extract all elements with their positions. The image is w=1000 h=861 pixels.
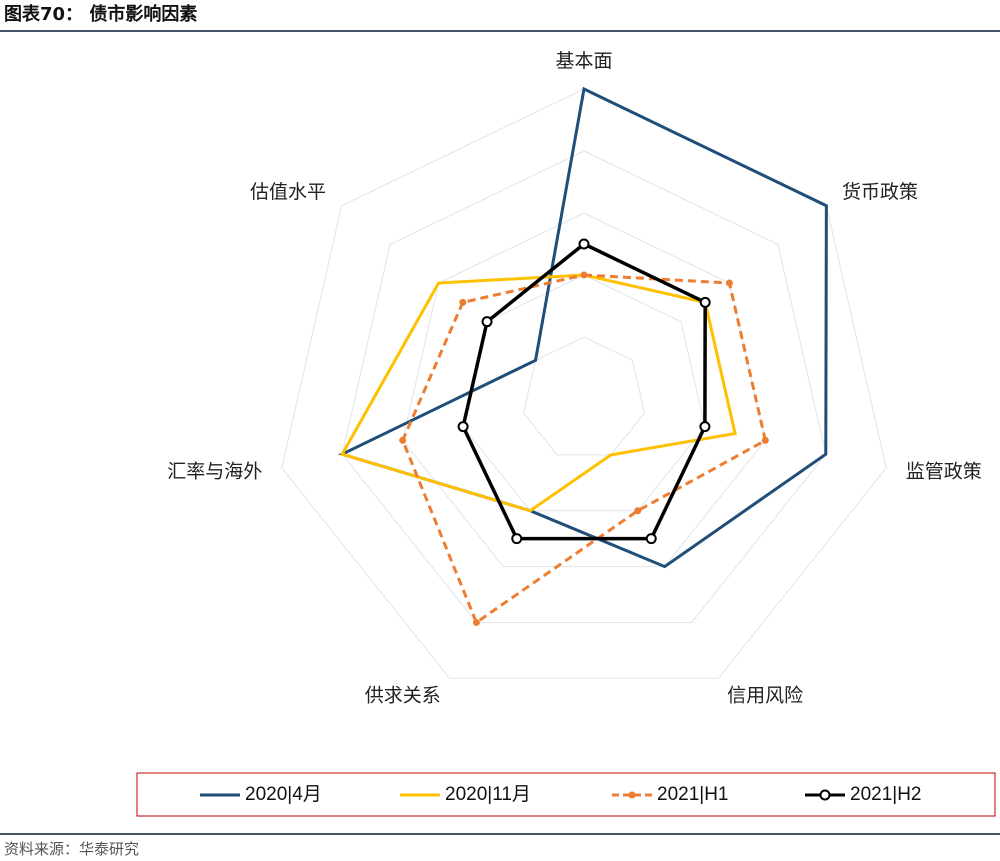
legend-label: 2020|11月	[445, 784, 531, 805]
point	[634, 507, 642, 515]
grid-ring	[523, 336, 645, 456]
grid-ring	[281, 88, 887, 679]
axis-label: 信用风险	[727, 684, 803, 706]
axis-label: 估值水平	[250, 181, 326, 203]
point	[699, 421, 711, 433]
axis-label: 汇率与海外	[167, 460, 262, 482]
series-line	[339, 273, 737, 513]
point	[699, 296, 711, 308]
series-line	[461, 241, 707, 541]
point	[580, 271, 588, 279]
point	[459, 298, 467, 306]
legend-label: 2021|H2	[850, 784, 922, 805]
point	[511, 533, 523, 545]
legend-marker	[628, 791, 636, 799]
point	[578, 238, 590, 250]
grid-ring	[402, 212, 766, 568]
legend-label: 2021|H1	[657, 784, 729, 805]
chart-title: 图表70： 债市影响因素	[4, 3, 197, 25]
point	[399, 436, 407, 444]
legend-marker	[819, 789, 831, 801]
axis-label: 货币政策	[842, 181, 918, 203]
source: 资料来源：华泰研究	[4, 840, 139, 858]
point	[725, 279, 733, 287]
series-line	[401, 273, 768, 625]
legend-label: 2020|4月	[245, 784, 322, 805]
point	[761, 436, 769, 444]
axis-label: 监管政策	[906, 460, 982, 482]
point	[645, 533, 657, 545]
axis-label: 供求关系	[365, 684, 441, 706]
axis-label: 基本面	[555, 50, 612, 72]
grid-ring	[341, 150, 827, 623]
point	[481, 316, 493, 328]
point	[457, 421, 469, 433]
point	[472, 618, 480, 626]
legend-box	[136, 772, 996, 817]
